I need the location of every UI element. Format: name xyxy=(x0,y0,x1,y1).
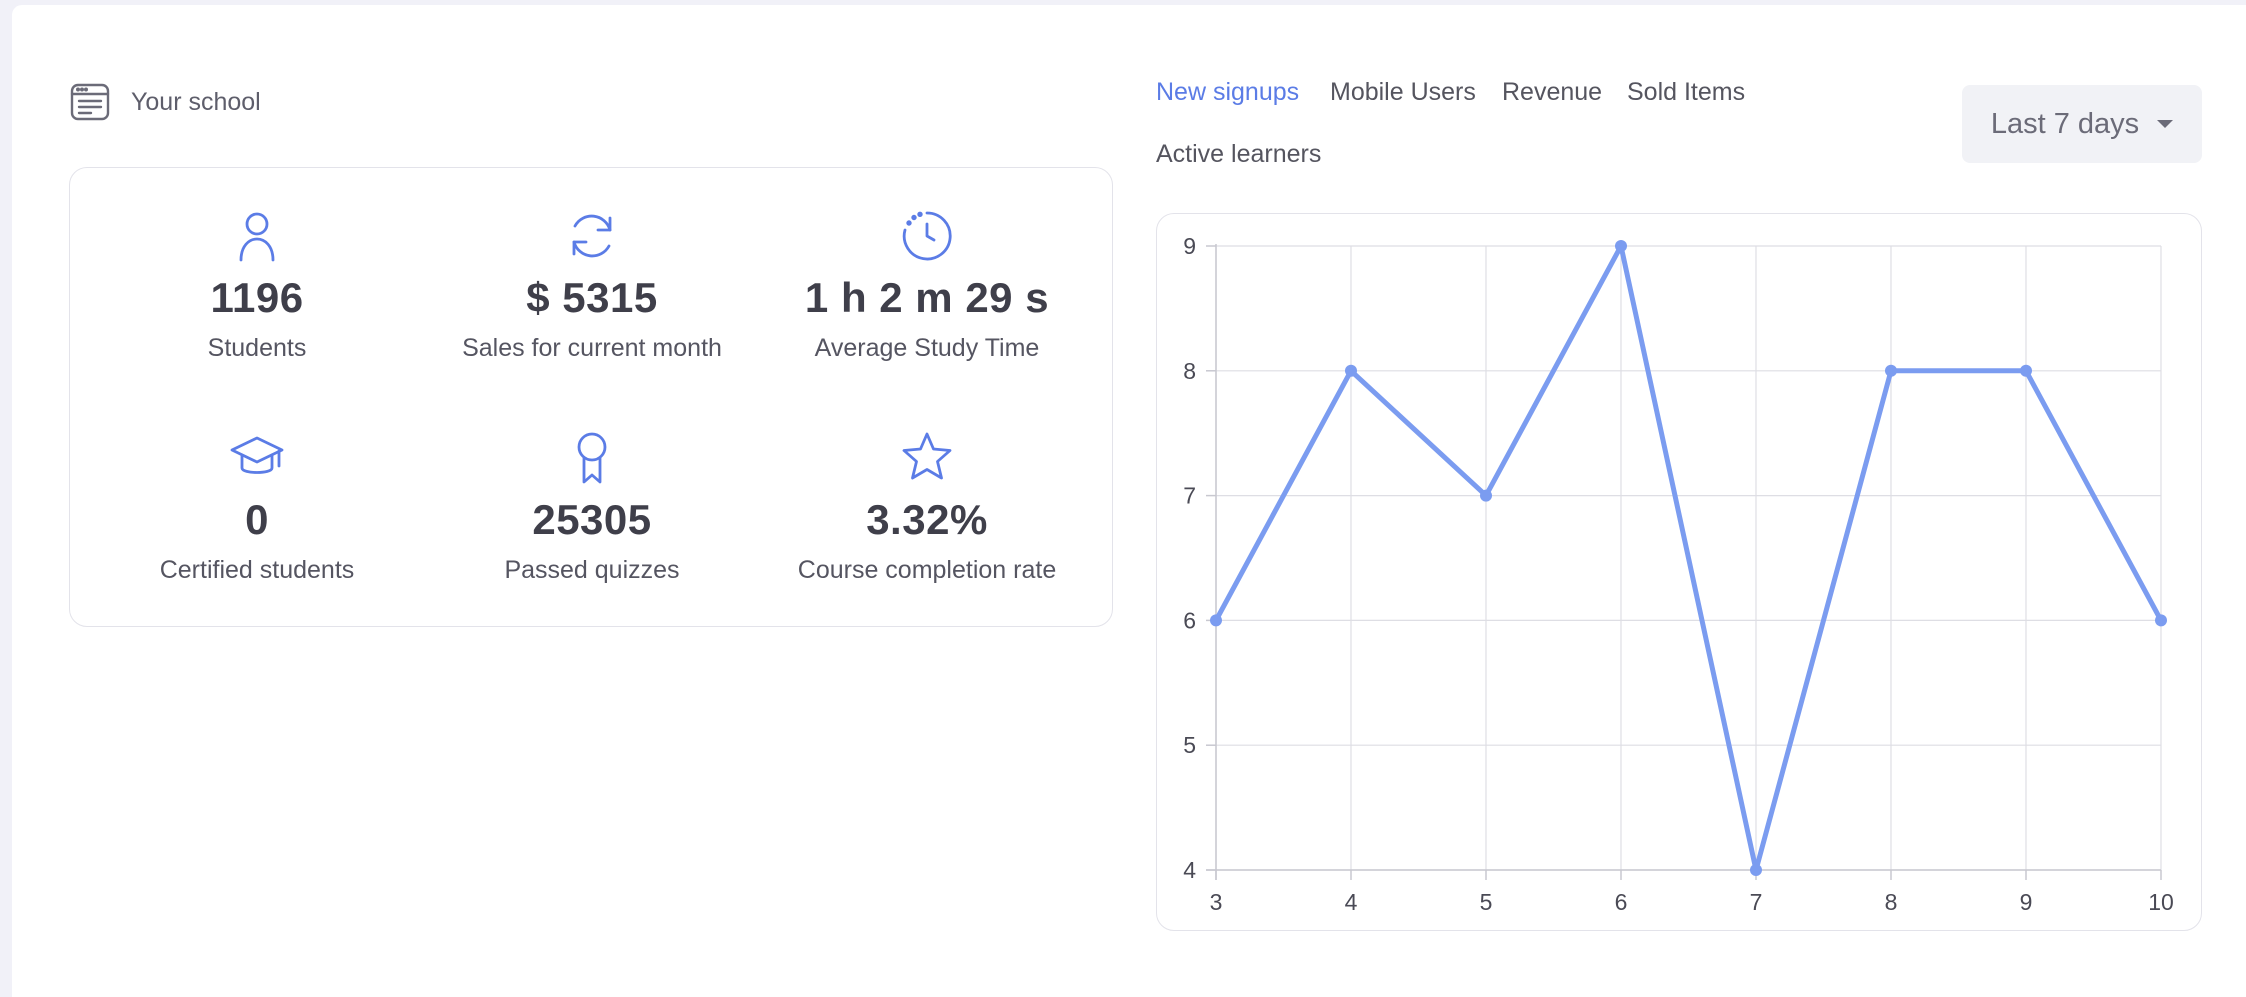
stat-label: Average Study Time xyxy=(814,334,1040,362)
data-point xyxy=(2020,364,2032,377)
stat-label: Sales for current month xyxy=(462,334,722,362)
stats-card: 1196 Students $ 5315 Sales for current m… xyxy=(69,167,1113,627)
stat-certified: 0 Certified students xyxy=(90,430,424,585)
y-tick-label: 7 xyxy=(1183,483,1196,509)
x-tick-label: 6 xyxy=(1615,889,1628,915)
caret-down-icon xyxy=(2157,120,2174,128)
series-line xyxy=(1213,243,2164,873)
x-tick-label: 4 xyxy=(1345,889,1358,915)
y-tick-label: 4 xyxy=(1183,857,1196,883)
tab-revenue[interactable]: Revenue xyxy=(1502,78,1603,106)
stat-completion: 3.32% Course completion rate xyxy=(760,430,1094,585)
data-point xyxy=(1210,614,1222,627)
y-tick-label: 6 xyxy=(1183,607,1196,633)
data-point xyxy=(1885,364,1897,377)
stat-value: 0 xyxy=(245,496,269,543)
tab-sold-items[interactable]: Sold Items xyxy=(1627,78,1746,106)
date-range-dropdown[interactable]: Last 7 days xyxy=(1962,85,2202,163)
y-tick-label: 5 xyxy=(1183,732,1196,758)
graduation-cap-icon xyxy=(229,430,285,486)
x-tick-label: 10 xyxy=(2148,889,2174,915)
stat-quizzes: 25305 Passed quizzes xyxy=(425,430,759,585)
data-point xyxy=(1615,240,1627,252)
refresh-icon xyxy=(564,208,620,264)
data-point xyxy=(1345,364,1357,377)
star-icon xyxy=(899,430,955,486)
school-browser-icon xyxy=(69,81,111,123)
school-header: Your school xyxy=(69,81,261,123)
stat-value: 25305 xyxy=(532,496,652,543)
y-tick-label: 9 xyxy=(1183,233,1196,259)
user-icon xyxy=(229,208,285,264)
data-point xyxy=(1480,489,1492,502)
stat-value: 3.32% xyxy=(866,496,988,543)
stat-value: $ 5315 xyxy=(526,274,658,321)
stat-label: Certified students xyxy=(159,556,355,584)
stat-value: 1 h 2 m 29 s xyxy=(804,274,1050,321)
tab-new-signups[interactable]: New signups xyxy=(1156,78,1300,106)
data-point xyxy=(1750,864,1762,876)
date-range-label: Last 7 days xyxy=(1990,107,2140,140)
data-point xyxy=(2155,614,2167,627)
stat-value: 1196 xyxy=(210,274,304,321)
stat-study-time: 1 h 2 m 29 s Average Study Time xyxy=(760,208,1094,363)
stat-students: 1196 Students xyxy=(90,208,424,363)
school-title: Your school xyxy=(131,87,261,116)
stat-sales: $ 5315 Sales for current month xyxy=(425,208,759,363)
dashboard-page: Your school 1196 Students xyxy=(12,5,2246,997)
signups-chart-card: 4 5 6 7 8 9 3 4 5 6 7 8 9 10 xyxy=(1156,213,2202,931)
tab-active-learners[interactable]: Active learners xyxy=(1156,140,1322,168)
clock-icon xyxy=(899,208,955,264)
stat-label: Course completion rate xyxy=(797,556,1057,584)
x-tick-label: 5 xyxy=(1480,889,1493,915)
x-tick-label: 7 xyxy=(1750,889,1763,915)
y-tick-label: 8 xyxy=(1183,358,1196,384)
tab-mobile-users[interactable]: Mobile Users xyxy=(1330,78,1476,106)
x-tick-label: 3 xyxy=(1210,889,1223,915)
x-tick-label: 8 xyxy=(1885,889,1898,915)
stat-label: Students xyxy=(207,334,307,362)
stat-label: Passed quizzes xyxy=(504,556,680,584)
award-ribbon-icon xyxy=(564,430,620,486)
x-tick-label: 9 xyxy=(2020,889,2033,915)
